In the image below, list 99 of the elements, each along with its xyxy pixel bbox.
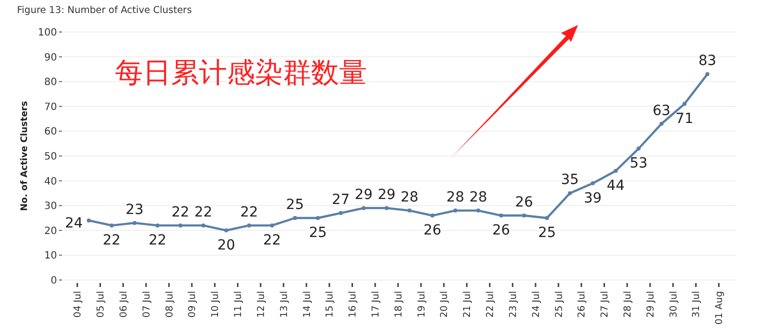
x-tick-label: 11 Jul	[233, 291, 244, 318]
x-tick-label: 14 Jul	[302, 291, 313, 318]
data-label: 26	[492, 222, 510, 239]
data-label: 28	[469, 190, 488, 206]
y-tick-label: 50	[44, 152, 57, 162]
x-tick-label: 26 Jul	[576, 291, 588, 318]
data-label: 39	[584, 190, 602, 206]
point	[316, 216, 320, 220]
x-tick-label: 12 Jul	[256, 291, 267, 318]
point	[110, 223, 114, 228]
point	[590, 181, 595, 186]
x-tick-label: 29 Jul	[645, 291, 656, 318]
data-label: 44	[606, 178, 625, 194]
data-label: 22	[148, 232, 166, 248]
x-tick-label: 06 Jul	[118, 291, 130, 318]
data-label: 28	[400, 190, 418, 206]
data-label: 28	[446, 190, 464, 206]
point	[156, 223, 160, 228]
x-tick-label: 01 Aug	[714, 291, 726, 325]
x-tick-label: 07 Jul	[141, 291, 152, 318]
point	[86, 218, 91, 222]
y-tick-label: 80	[44, 77, 57, 88]
x-tick-label: 24 Jul	[530, 291, 542, 318]
annotation: 每日累计感染群数量	[115, 56, 367, 89]
point	[522, 214, 526, 218]
x-tick-label: 04 Jul	[72, 291, 84, 318]
x-tick-label: 30 Jul	[668, 291, 680, 318]
x-tick-label: 20 Jul	[439, 291, 450, 318]
data-label: 22	[263, 232, 281, 248]
point	[270, 223, 274, 228]
point	[224, 228, 228, 232]
point	[430, 214, 434, 218]
data-label: 53	[630, 156, 648, 172]
data-label: 27	[332, 192, 350, 208]
point	[499, 214, 504, 218]
data-label: 63	[652, 102, 670, 119]
data-label: 71	[676, 110, 694, 127]
x-tick-label: 23 Jul	[508, 291, 519, 318]
x-tick-label: 25 Jul	[554, 291, 565, 318]
x-tick-label: 27 Jul	[600, 291, 611, 318]
data-label: 29	[354, 187, 373, 204]
x-tick-label: 28 Jul	[622, 291, 634, 318]
data-label: 35	[560, 172, 579, 188]
data-label: 22	[172, 204, 190, 220]
point	[201, 223, 206, 228]
point	[338, 211, 343, 216]
data-label: 25	[286, 197, 304, 213]
point	[476, 208, 480, 213]
point	[292, 216, 297, 220]
point	[178, 223, 182, 228]
data-label: 24	[64, 215, 83, 232]
point	[544, 216, 549, 220]
data-label: 26	[424, 222, 442, 239]
point	[132, 220, 137, 225]
y-tick-label: 20	[44, 226, 57, 237]
point	[362, 206, 366, 210]
x-tick-label: 18 Jul	[393, 291, 404, 318]
y-tick-label: 90	[44, 52, 57, 64]
point	[384, 206, 389, 210]
data-label: 25	[308, 225, 327, 241]
point	[247, 223, 252, 228]
y-tick-label: 100	[38, 28, 57, 38]
chart-title: Figure 13: Number of Active Clusters	[17, 5, 192, 16]
y-tick-label: 40	[44, 176, 57, 188]
data-label: 23	[126, 202, 144, 218]
x-tick-label: 15 Jul	[324, 291, 336, 318]
point	[453, 208, 458, 213]
data-label: 83	[698, 53, 716, 70]
data-label: 25	[538, 225, 556, 241]
y-tick-label: 30	[44, 201, 57, 212]
point	[682, 102, 686, 106]
y-tick-label: 0	[50, 276, 57, 286]
x-tick-label: 19 Jul	[416, 291, 428, 318]
point	[408, 208, 412, 213]
x-tick-label: 22 Jul	[485, 291, 496, 318]
point	[705, 72, 710, 76]
x-tick-label: 09 Jul	[187, 291, 198, 318]
y-tick-label: 70	[44, 102, 57, 113]
x-tick-label: 17 Jul	[370, 291, 382, 318]
x-tick-label: 13 Jul	[278, 291, 290, 318]
data-label: 29	[378, 187, 396, 204]
y-tick-label: 10	[44, 250, 57, 262]
x-tick-label: 16 Jul	[348, 291, 359, 318]
point	[660, 122, 664, 126]
y-tick-label: 60	[44, 126, 57, 138]
x-tick-label: 08 Jul	[164, 291, 176, 318]
y-axis-title: No. of Active Clusters	[20, 101, 30, 211]
point	[614, 168, 618, 173]
point	[636, 146, 641, 151]
x-tick-label: 05 Jul	[96, 291, 107, 318]
data-label: 20	[217, 237, 236, 254]
point	[568, 191, 572, 196]
data-label: 22	[102, 232, 121, 248]
data-label: 22	[194, 204, 212, 220]
data-label: 26	[515, 194, 534, 211]
x-tick-label: 31 Jul	[691, 291, 702, 318]
x-tick-label: 21 Jul	[462, 291, 474, 318]
x-tick-label: 10 Jul	[210, 291, 222, 318]
data-label: 22	[240, 204, 258, 220]
